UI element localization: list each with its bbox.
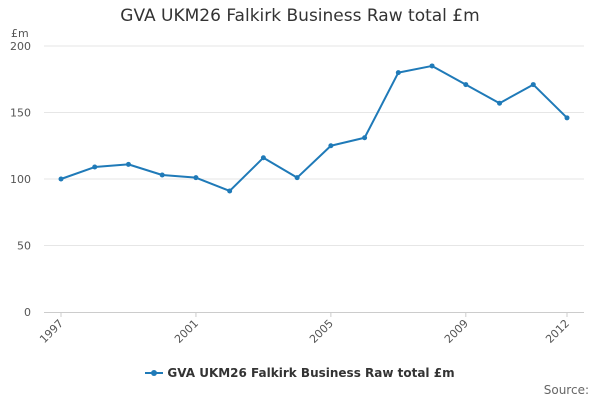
legend-label: GVA UKM26 Falkirk Business Raw total £m [167, 366, 455, 380]
y-tick-label: 50 [17, 240, 31, 253]
data-point[interactable] [159, 172, 165, 178]
x-tick-label: 2009 [442, 317, 471, 346]
y-tick-label: 200 [10, 40, 31, 53]
data-point[interactable] [429, 63, 435, 69]
series-layer [58, 63, 570, 194]
legend[interactable]: GVA UKM26 Falkirk Business Raw total £m [0, 366, 600, 380]
x-tick-label: 2005 [307, 317, 336, 346]
x-tick-label: 2012 [543, 317, 572, 346]
data-point[interactable] [395, 70, 401, 76]
x-tick-label: 1997 [37, 317, 66, 346]
gridlines [44, 45, 584, 246]
data-point[interactable] [125, 161, 131, 167]
data-point[interactable] [463, 82, 469, 88]
data-point[interactable] [260, 155, 266, 161]
y-tick-label: 100 [10, 173, 31, 186]
data-point[interactable] [328, 143, 334, 149]
data-point[interactable] [362, 135, 368, 141]
y-tick-label: 150 [10, 107, 31, 120]
data-point[interactable] [294, 175, 300, 181]
axes: 0 50 100 150 200£m 1997 2001 2005 2009 2012 [10, 27, 584, 346]
data-point[interactable] [193, 175, 199, 181]
x-tick-label: 2001 [172, 317, 201, 346]
legend-swatch [145, 369, 164, 376]
data-point[interactable] [227, 188, 233, 194]
data-point[interactable] [564, 115, 570, 121]
source-label: Source: [543, 383, 589, 397]
data-point[interactable] [92, 164, 98, 170]
chart-title: GVA UKM26 Falkirk Business Raw total £m [120, 6, 480, 26]
series-line [60, 64, 568, 192]
y-tick-label: 0 [24, 306, 31, 319]
y-axis-label: £m [11, 27, 29, 40]
data-point[interactable] [58, 176, 64, 182]
data-point[interactable] [497, 100, 503, 106]
data-point[interactable] [530, 82, 536, 88]
